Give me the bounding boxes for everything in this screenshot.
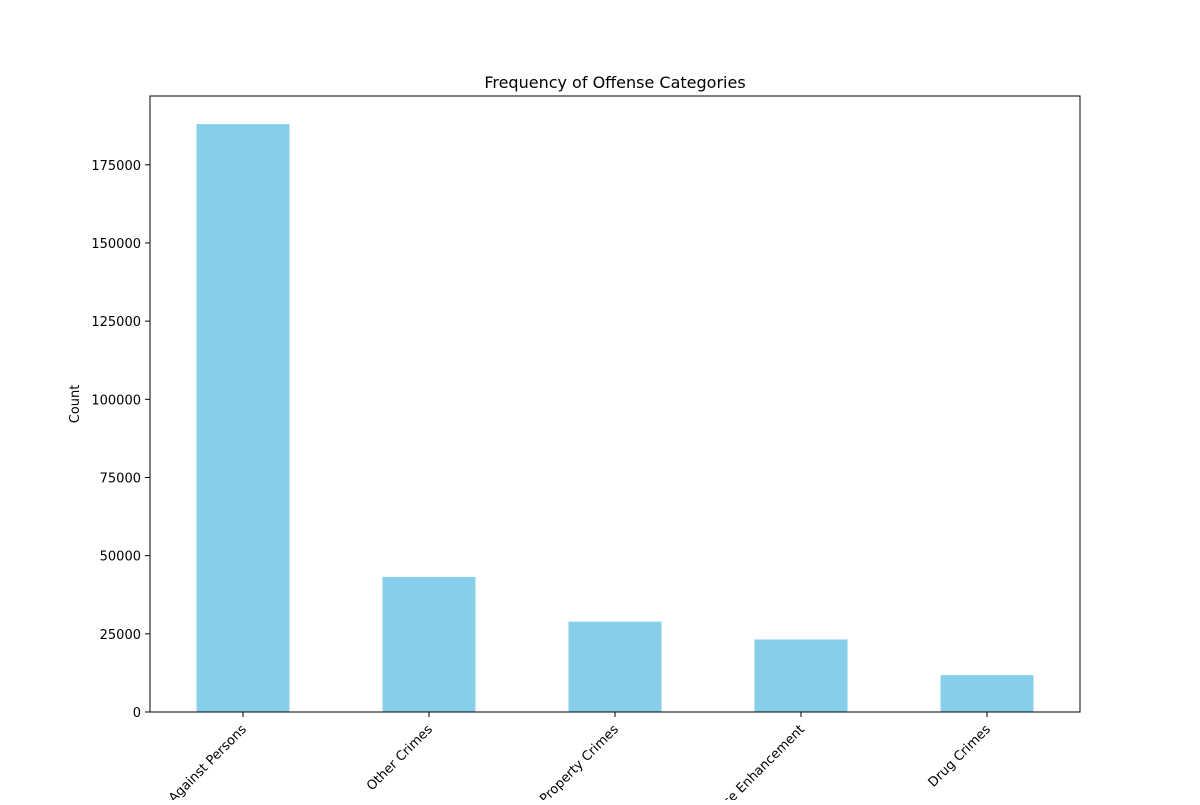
x-tick-label-4: Drug Crimes	[926, 722, 994, 790]
bar-0	[196, 124, 290, 712]
x-tick-label-2: Property Crimes	[537, 722, 622, 800]
y-tick-label-7: 175000	[91, 159, 141, 174]
chart-title: Frequency of Offense Categories	[484, 73, 745, 92]
x-tick-label-0: Crimes Against Persons	[131, 722, 250, 800]
x-tick-label-3: Sentence Enhancement	[688, 722, 808, 800]
y-tick-label-1: 25000	[100, 628, 141, 643]
y-tick-label-5: 125000	[91, 315, 141, 330]
y-axis-label: Count	[68, 385, 83, 424]
y-tick-label-0: 0	[133, 706, 141, 721]
bar-4	[940, 675, 1034, 712]
y-tick-label-2: 50000	[100, 550, 141, 565]
y-tick-label-3: 75000	[100, 471, 141, 486]
x-tick-label-1: Other Crimes	[364, 722, 436, 794]
bar-3	[754, 639, 848, 712]
y-tick-label-4: 100000	[91, 393, 141, 408]
y-tick-label-6: 150000	[91, 237, 141, 252]
bar-2	[568, 621, 662, 712]
y-axis: 0 25000 50000 75000 100000 125000 150000 175000	[91, 159, 150, 721]
bar-1	[382, 576, 476, 712]
bars-group	[196, 124, 1034, 712]
x-axis: Crimes Against Persons Other Crimes Proper…	[131, 712, 994, 805]
